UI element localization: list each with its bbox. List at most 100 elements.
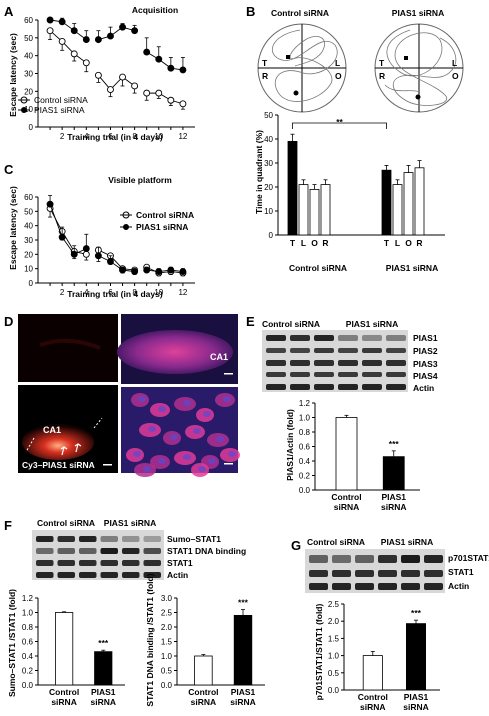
data-point: [143, 266, 151, 274]
series-line: [49, 30, 87, 64]
y-tick-label: 1.0: [299, 414, 311, 423]
data-point: [58, 37, 66, 45]
bar: [298, 184, 309, 236]
bar: [362, 655, 383, 691]
panel-f1-plot: 0.00.20.40.60.81.01.2ControlsiRNAPIAS1si…: [22, 594, 125, 707]
y-tick-label: 2.0: [161, 623, 173, 632]
data-point: [119, 73, 126, 81]
data-point: [167, 96, 175, 104]
y-tick-label: 20: [264, 183, 273, 192]
maze-quadrant-r: R: [262, 71, 268, 81]
maze-platform-marker: [286, 55, 290, 59]
blot-band: [266, 384, 286, 390]
y-tick-label: 0.6: [299, 443, 311, 452]
data-point: [94, 36, 102, 44]
y-tick-label: 40: [24, 52, 33, 61]
y-tick-label: 0.5: [161, 667, 173, 676]
cell-nucleus: [138, 396, 146, 402]
blot-label-stat1: STAT1: [448, 567, 474, 577]
data-point: [155, 268, 163, 275]
y-tick-label: 0.6: [22, 638, 34, 647]
panel-d: CA1 Cy3–PIAS1 siRNA CA1: [18, 314, 240, 477]
bar: [405, 623, 426, 691]
micrograph-dark-field: [18, 314, 118, 382]
x-tick-label: 12: [178, 132, 187, 141]
data-point: [82, 59, 90, 67]
panel-f1-ylabel: Sumo–STAT1 /STAT1 (fold): [7, 589, 17, 697]
panel-b: Control siRNA PIAS1 siRNA T L R O T L R …: [254, 8, 464, 273]
significance-label: ***: [98, 638, 109, 648]
y-tick-label: 1.2: [22, 594, 34, 603]
y-tick-label: 2.5: [328, 600, 340, 609]
micrograph-ca1-signal: [117, 330, 233, 374]
blot-band: [290, 348, 310, 353]
bar: [381, 169, 392, 236]
x-tick-label: 8: [132, 288, 137, 297]
series-line: [98, 26, 135, 41]
panel-letter-f: F: [4, 518, 12, 533]
cell-nucleus: [193, 428, 201, 434]
y-tick-label: 30: [24, 70, 33, 79]
blot-band: [338, 372, 358, 377]
blot-band: [362, 348, 382, 353]
blot-band: [100, 560, 118, 566]
panel-b-group-pias1: PIAS1 siRNA: [386, 263, 438, 273]
bar-category-label: R: [322, 238, 328, 248]
series-line: [146, 269, 183, 272]
y-tick-label: 50: [264, 111, 273, 120]
arrow-icon: [60, 446, 68, 456]
blot-band: [143, 560, 161, 566]
data-point: [131, 27, 139, 35]
scale-bar: [224, 373, 233, 375]
y-tick-label: 20: [24, 87, 33, 96]
data-point: [119, 23, 126, 31]
blot-band: [332, 555, 351, 563]
blot-band: [122, 536, 140, 542]
panel-g-ylabel: p701STAT1/STAT1 (fold): [314, 604, 324, 701]
bar: [287, 140, 298, 236]
blot-band: [290, 360, 310, 366]
data-point: [46, 200, 54, 208]
blot-band: [79, 572, 97, 578]
bar-category-label: PIAS1: [404, 692, 429, 702]
panel-f2-ylabel: STAT1 DNA binding /STAT1 (fold): [145, 573, 155, 706]
data-point: [70, 250, 78, 258]
y-tick-label: 0.5: [328, 669, 340, 678]
bar: [320, 184, 331, 236]
blot-band: [122, 560, 140, 566]
y-tick-label: 40: [24, 222, 33, 231]
y-tick-label: 1.0: [22, 609, 34, 618]
data-point: [155, 55, 163, 63]
bar-category-label: siRNA: [191, 697, 217, 707]
blot-band: [338, 348, 358, 353]
y-tick-label: 0: [269, 231, 274, 240]
panel-letter-g: G: [291, 538, 301, 553]
y-tick-label: 0.0: [299, 486, 311, 495]
panel-c-title: Visible platform: [108, 175, 172, 185]
data-point: [58, 233, 66, 241]
blot-band: [314, 360, 334, 366]
y-tick-label: 40: [264, 135, 273, 144]
blot-band: [143, 536, 161, 542]
blot-band: [378, 555, 397, 563]
scale-bar: [224, 463, 233, 465]
x-tick-label: 2: [60, 288, 65, 297]
cell-nucleus: [143, 466, 151, 472]
panel-a-legend-control: Control siRNA: [34, 95, 88, 105]
x-tick-label: 8: [132, 132, 137, 141]
blot-band: [355, 570, 374, 577]
blot-band: [314, 384, 334, 390]
blot-band: [57, 560, 75, 566]
y-tick-label: 50: [24, 34, 33, 43]
bar-category-label: Control: [358, 692, 388, 702]
y-tick-label: 1.5: [161, 638, 173, 647]
cell-nucleus: [203, 411, 211, 417]
blot-band: [309, 570, 328, 577]
panel-e-lane-control: Control siRNA: [262, 319, 320, 329]
blot-band: [401, 555, 420, 563]
blot-band: [332, 570, 351, 577]
blot-band: [122, 572, 140, 578]
bar-category-label: PIAS1: [231, 687, 256, 697]
micrograph-label-ca1: CA1: [43, 425, 61, 435]
